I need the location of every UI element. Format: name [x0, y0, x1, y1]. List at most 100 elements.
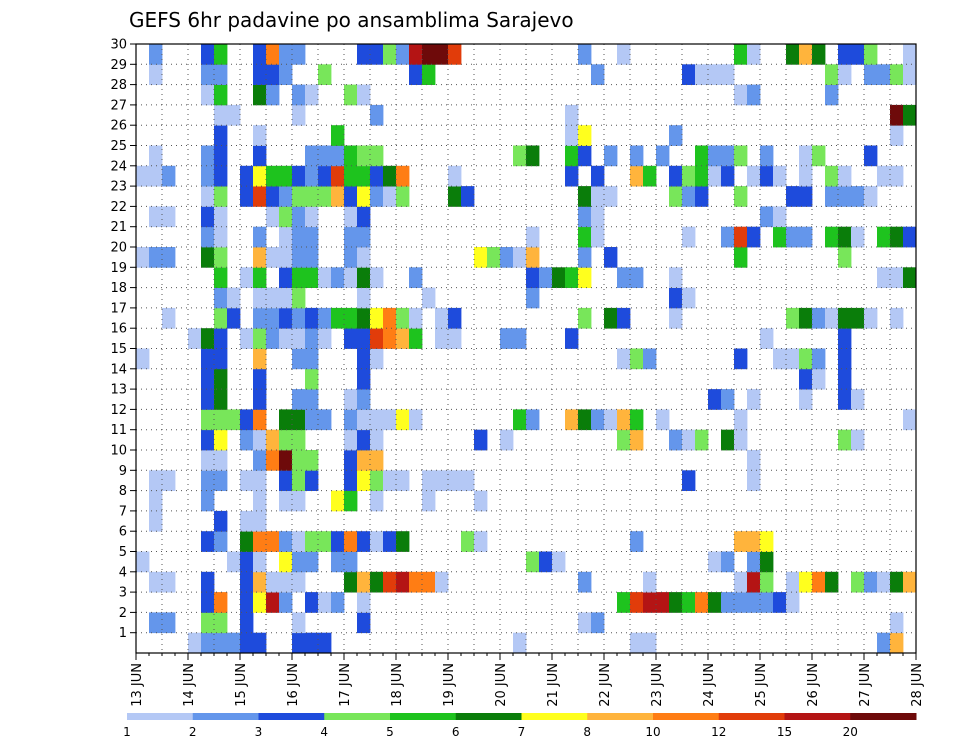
y-tick-label: 3	[119, 586, 127, 601]
heatmap-cell	[864, 145, 878, 167]
heatmap-cell	[552, 267, 566, 288]
heatmap-cell	[253, 125, 267, 146]
heatmap-cell	[708, 389, 722, 410]
heatmap-cell	[214, 510, 228, 532]
heatmap-cell	[539, 267, 553, 288]
heatmap-cell	[383, 409, 397, 431]
y-tick-label: 17	[110, 301, 127, 316]
heatmap-cell	[149, 470, 163, 491]
heatmap-cell	[240, 632, 254, 654]
heatmap-cell	[630, 632, 644, 654]
heatmap-cell	[448, 470, 462, 491]
heatmap-cell	[253, 84, 267, 106]
legend-swatch	[324, 713, 391, 720]
heatmap-cell	[331, 125, 345, 146]
heatmap-cell	[604, 409, 618, 431]
y-tick-label: 16	[110, 322, 127, 337]
heatmap-cell	[214, 328, 228, 349]
heatmap-cell	[357, 450, 371, 471]
heatmap-cell	[825, 307, 839, 329]
heatmap-cell	[305, 531, 319, 552]
heatmap-cell	[747, 389, 761, 410]
heatmap-cell	[773, 226, 787, 248]
heatmap-cell	[838, 226, 852, 248]
heatmap-cell	[253, 267, 267, 288]
heatmap-cell	[266, 328, 280, 349]
heatmap-cell	[903, 409, 917, 431]
heatmap-cell	[630, 592, 644, 613]
x-tick-label: 16 JUN	[286, 663, 301, 707]
y-tick-label: 11	[110, 423, 127, 438]
y-tick-label: 24	[110, 159, 127, 174]
y-tick-label: 28	[110, 78, 127, 93]
heatmap-cell	[812, 145, 826, 167]
heatmap-cell	[292, 551, 306, 573]
heatmap-cell	[292, 409, 306, 431]
heatmap-cell	[409, 44, 423, 65]
heatmap-cell	[253, 551, 267, 573]
heatmap-cell	[331, 186, 345, 207]
heatmap-cell	[383, 571, 397, 593]
y-tick-label: 6	[119, 525, 127, 540]
heatmap-cell	[188, 632, 202, 654]
heatmap-cell	[760, 592, 774, 613]
legend-swatch	[521, 713, 588, 720]
heatmap-cell	[838, 44, 852, 65]
heatmap-cell	[851, 389, 865, 410]
heatmap-cell	[786, 226, 800, 248]
heatmap-cell	[292, 328, 306, 349]
heatmap-cell	[357, 186, 371, 207]
heatmap-cell	[253, 429, 267, 451]
heatmap-cell	[760, 165, 774, 187]
heatmap-cell	[708, 145, 722, 167]
legend-swatch	[784, 713, 851, 720]
heatmap-cell	[305, 592, 319, 613]
x-tick-label: 14 JUN	[182, 663, 197, 707]
heatmap-cell	[240, 165, 254, 187]
legend-label: 3	[255, 725, 263, 739]
heatmap-cell	[279, 571, 293, 593]
heatmap-cell	[253, 44, 267, 65]
heatmap-cell	[292, 186, 306, 207]
heatmap-cell	[500, 429, 514, 451]
heatmap-cell	[253, 450, 267, 471]
heatmap-cell	[630, 531, 644, 552]
heatmap-cell	[149, 510, 163, 532]
heatmap-cell	[708, 551, 722, 573]
heatmap-cell	[214, 389, 228, 410]
heatmap-cell	[253, 470, 267, 491]
heatmap-cell	[682, 186, 696, 207]
heatmap-cell	[773, 206, 787, 228]
heatmap-cell	[643, 632, 657, 654]
y-axis: 1234567891011121314151617181920212223242…	[110, 38, 136, 641]
heatmap-cell	[422, 571, 436, 593]
heatmap-cell	[201, 44, 215, 65]
heatmap-cell	[344, 165, 358, 187]
heatmap-cell	[253, 145, 267, 167]
y-tick-label: 27	[110, 98, 127, 113]
heatmap-cell	[903, 64, 917, 85]
heatmap-cell	[370, 531, 384, 552]
heatmap-cell	[292, 84, 306, 106]
heatmap-cell	[214, 125, 228, 146]
heatmap-cell	[240, 186, 254, 207]
heatmap-cell	[370, 267, 384, 288]
heatmap-cell	[708, 64, 722, 85]
heatmap-cell	[383, 165, 397, 187]
heatmap-cell	[344, 490, 358, 512]
heatmap-cell	[214, 84, 228, 106]
x-tick-label: 27 JUN	[858, 663, 873, 707]
heatmap-cell	[799, 348, 813, 370]
heatmap-cell	[305, 389, 319, 410]
heatmap-cell	[305, 632, 319, 654]
x-tick-label: 23 JUN	[650, 663, 665, 707]
heatmap-cell	[747, 84, 761, 106]
heatmap-cell	[266, 186, 280, 207]
heatmap-cell	[357, 44, 371, 65]
heatmap-cell	[266, 450, 280, 471]
heatmap-cell	[877, 632, 891, 654]
heatmap-cell	[851, 226, 865, 248]
heatmap-cell	[292, 470, 306, 491]
heatmap-cell	[240, 510, 254, 532]
